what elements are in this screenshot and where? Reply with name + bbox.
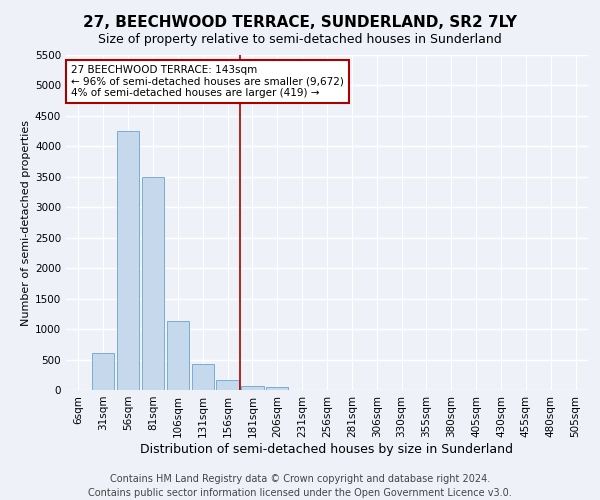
Bar bbox=[92, 354, 115, 390]
Bar bbox=[117, 131, 139, 390]
Bar bbox=[217, 380, 239, 390]
Bar bbox=[266, 387, 289, 390]
X-axis label: Distribution of semi-detached houses by size in Sunderland: Distribution of semi-detached houses by … bbox=[140, 442, 514, 456]
Y-axis label: Number of semi-detached properties: Number of semi-detached properties bbox=[21, 120, 31, 326]
Bar bbox=[142, 177, 164, 390]
Bar bbox=[241, 386, 263, 390]
Text: 27 BEECHWOOD TERRACE: 143sqm
← 96% of semi-detached houses are smaller (9,672)
4: 27 BEECHWOOD TERRACE: 143sqm ← 96% of se… bbox=[71, 65, 344, 98]
Bar bbox=[191, 364, 214, 390]
Bar bbox=[167, 321, 189, 390]
Text: Contains HM Land Registry data © Crown copyright and database right 2024.
Contai: Contains HM Land Registry data © Crown c… bbox=[88, 474, 512, 498]
Text: Size of property relative to semi-detached houses in Sunderland: Size of property relative to semi-detach… bbox=[98, 32, 502, 46]
Text: 27, BEECHWOOD TERRACE, SUNDERLAND, SR2 7LY: 27, BEECHWOOD TERRACE, SUNDERLAND, SR2 7… bbox=[83, 15, 517, 30]
